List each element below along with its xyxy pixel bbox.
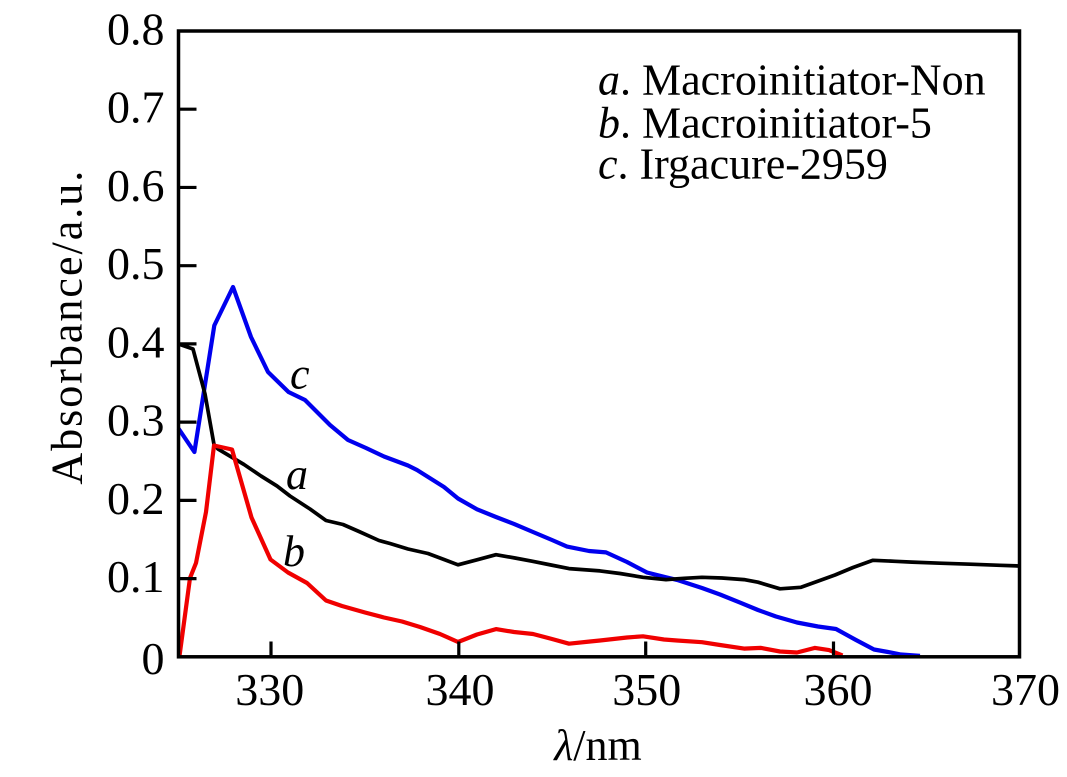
svg-text:350: 350 xyxy=(612,664,681,715)
svg-text:0: 0 xyxy=(142,633,165,684)
svg-text:330: 330 xyxy=(235,664,304,715)
svg-text:b: b xyxy=(283,527,305,576)
svg-text:360: 360 xyxy=(804,664,873,715)
svg-text:0.6: 0.6 xyxy=(107,160,165,211)
svg-text:370: 370 xyxy=(991,664,1060,715)
svg-text:c. Irgacure-2959: c. Irgacure-2959 xyxy=(598,140,888,189)
svg-text:0.4: 0.4 xyxy=(107,316,165,367)
svg-text:0.8: 0.8 xyxy=(107,4,165,55)
svg-text:0.3: 0.3 xyxy=(107,395,165,446)
svg-text:0.2: 0.2 xyxy=(107,473,165,524)
svg-text:0.1: 0.1 xyxy=(107,551,165,602)
svg-text:b. Macroinitiator-5: b. Macroinitiator-5 xyxy=(598,99,932,148)
svg-text:0.5: 0.5 xyxy=(107,238,165,289)
svg-text:0.7: 0.7 xyxy=(107,82,165,133)
svg-text:a: a xyxy=(286,450,308,499)
svg-text:340: 340 xyxy=(426,664,495,715)
svg-text:a. Macroinitiator-Non: a. Macroinitiator-Non xyxy=(598,56,986,105)
svg-text:λ/nm: λ/nm xyxy=(552,721,642,770)
svg-text:c: c xyxy=(290,350,310,399)
svg-text:Absorbance/a.u.: Absorbance/a.u. xyxy=(43,169,92,485)
